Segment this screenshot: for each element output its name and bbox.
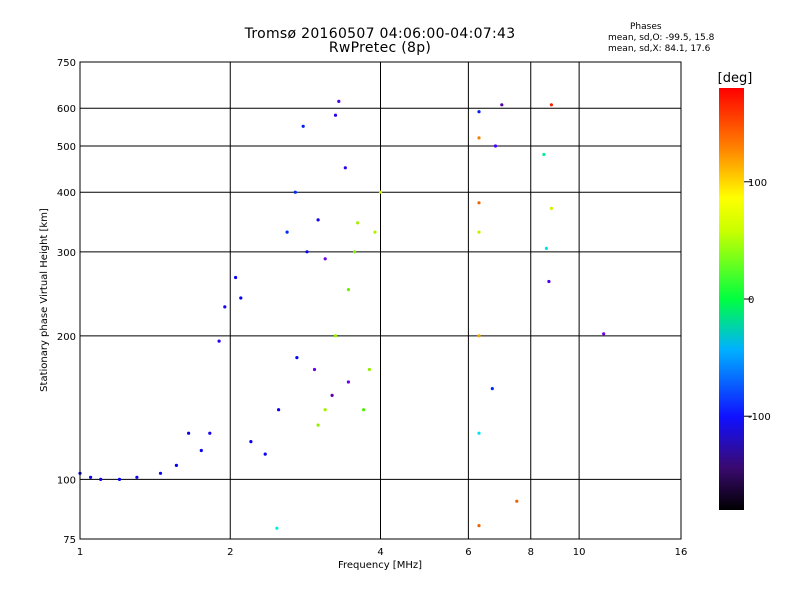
data-point [544,246,549,250]
data-point [89,475,93,479]
data-point [316,218,320,222]
data-point [158,471,163,475]
y-tick-label: 400 [57,188,76,199]
data-point [353,250,357,254]
data-point [477,230,481,234]
data-point [500,103,504,107]
y-axis-label: Stationary phase Virtual Height [km] [39,208,50,392]
x-tick-label: 16 [675,547,688,558]
data-point [330,393,334,397]
y-tick-label: 75 [63,535,76,546]
data-point [343,166,347,170]
y-tick-label: 750 [57,58,76,69]
x-tick-label: 10 [573,547,586,558]
data-point [333,334,338,338]
data-point [477,201,481,205]
data-point [263,452,267,456]
data-point [367,367,371,372]
x-tick-label: 2 [227,547,233,558]
data-point [208,431,212,435]
y-tick-label: 200 [57,332,76,343]
data-point [477,524,481,528]
plot-frame [79,61,682,540]
data-point [316,423,320,427]
y-tick-label: 100 [57,475,76,486]
data-point [477,431,481,435]
data-point [477,334,481,338]
data-point [493,144,498,148]
data-point [223,305,227,309]
data-point [277,408,281,412]
data-point [234,275,238,280]
data-point [174,463,178,467]
data-point [275,526,279,530]
x-tick-label: 4 [377,547,383,558]
data-point [549,206,554,210]
data-point [602,332,606,336]
x-tick-label: 6 [465,547,471,558]
data-point [333,113,338,117]
data-point [295,356,299,360]
data-point [542,152,546,157]
data-point [362,408,366,412]
y-tick-label: 500 [57,142,76,153]
colorbar-tick-label: -100 [748,412,771,423]
colorbar-label: [deg] [718,71,753,86]
chart-subtitle: RwPretec (8p) [328,40,432,56]
data-point [346,288,350,292]
data-point [293,190,297,194]
stats-x-mode: mean, sd,X: 84.1, 17.6 [608,44,711,54]
colorbar-ticks: 100 0 -100 [744,178,771,423]
axis-ticks: 1 2 4 6 8 10 16 75 100 200 300 400 500 600 750 [57,58,687,558]
data-point [373,230,377,234]
data-points [78,99,606,530]
data-point [217,339,221,343]
grid [80,62,681,539]
data-point [249,440,253,444]
colorbar-tick-label: 100 [748,178,767,189]
data-point [99,477,103,481]
y-tick-label: 300 [57,248,76,259]
data-point [547,279,551,284]
colorbar-tick-label: 0 [748,295,754,306]
data-point [477,136,481,140]
stats-heading: Phases [630,22,662,32]
data-point [199,448,203,453]
data-point [323,257,327,261]
data-point [301,124,305,128]
x-tick-label: 1 [77,547,83,558]
data-point [312,367,317,372]
data-point [135,475,139,479]
data-point [337,99,341,103]
data-point [285,230,289,234]
data-point [187,431,191,435]
colorbar [719,88,744,510]
data-point [356,221,360,225]
data-point [490,387,494,391]
data-point [117,477,122,481]
data-point [549,103,554,107]
data-point [305,250,309,254]
data-point [239,296,243,300]
data-point [378,190,383,194]
x-axis-label: Frequency [MHz] [338,560,422,571]
data-point [477,110,481,114]
data-point [515,499,519,503]
data-point [346,380,350,384]
data-point [323,408,327,412]
x-tick-label: 8 [528,547,534,558]
y-tick-label: 600 [57,104,76,115]
stats-o-mode: mean, sd,O: -99.5, 15.8 [608,33,715,43]
chart-title: Tromsø 20160507 04:06:00-04:07:43 [244,26,516,42]
